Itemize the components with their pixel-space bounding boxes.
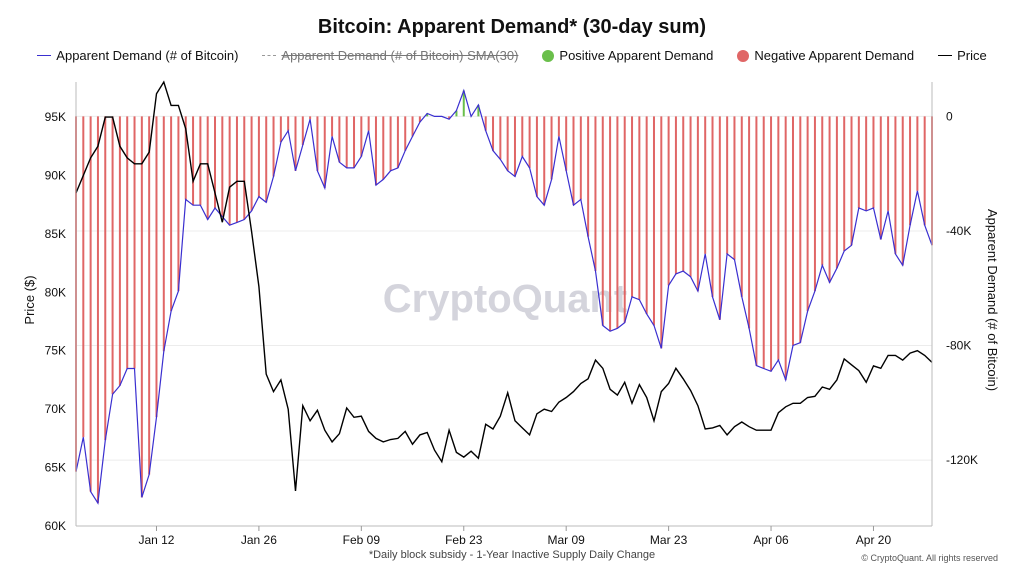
legend-label: Positive Apparent Demand xyxy=(559,48,714,63)
legend-label: Price xyxy=(957,48,987,63)
left-tick-label: 65K xyxy=(45,461,66,475)
legend-dashed-line-icon xyxy=(262,55,277,56)
x-tick-label: Jan 26 xyxy=(241,533,277,547)
copyright-notice: © CryptoQuant. All rights reserved xyxy=(861,553,998,563)
left-tick-label: 85K xyxy=(45,227,66,241)
left-tick-label: 75K xyxy=(45,344,66,358)
x-tick-label: Feb 09 xyxy=(343,533,381,547)
legend-dot-icon xyxy=(737,49,750,62)
left-axis-title: Price ($) xyxy=(22,275,37,324)
right-tick-label: -40K xyxy=(946,224,971,238)
legend-line-icon xyxy=(938,55,953,56)
demand-bars xyxy=(75,90,933,504)
right-tick-label: 0 xyxy=(946,109,953,123)
legend-item-sma[interactable]: Apparent Demand (# of Bitcoin) SMA(30) xyxy=(262,48,518,63)
x-tick-label: Mar 09 xyxy=(548,533,586,547)
left-tick-label: 70K xyxy=(45,402,66,416)
price-series-line xyxy=(75,80,933,491)
legend-item-negative[interactable]: Negative Apparent Demand xyxy=(737,48,914,63)
legend-item-price[interactable]: Price xyxy=(938,48,987,63)
x-tick-label: Apr 20 xyxy=(856,533,892,547)
chart-title: Bitcoin: Apparent Demand* (30-day sum) xyxy=(317,16,707,38)
x-tick-label: Mar 23 xyxy=(650,533,688,547)
legend-line-icon xyxy=(37,55,52,56)
x-tick-label: Jan 12 xyxy=(138,533,174,547)
x-tick-label: Feb 23 xyxy=(445,533,483,547)
legend-dot-icon xyxy=(542,49,555,62)
series-lines xyxy=(75,80,933,505)
right-axis-title: Apparent Demand (# of Bitcoin) xyxy=(985,209,1000,391)
gridlines xyxy=(76,115,932,461)
right-tick-label: -80K xyxy=(946,339,971,353)
left-tick-label: 90K xyxy=(45,168,66,182)
footnote: *Daily block subsidy - 1-Year Inactive S… xyxy=(368,549,656,561)
legend-label: Apparent Demand (# of Bitcoin) xyxy=(56,48,239,63)
chart-legend: Apparent Demand (# of Bitcoin) Apparent … xyxy=(0,48,1024,63)
x-tick-label: Apr 06 xyxy=(753,533,789,547)
watermark: CryptoQuant xyxy=(383,277,627,321)
legend-item-demand[interactable]: Apparent Demand (# of Bitcoin) xyxy=(37,48,238,63)
legend-label: Negative Apparent Demand xyxy=(754,48,915,63)
right-tick-label: -120K xyxy=(946,453,978,467)
left-tick-label: 80K xyxy=(45,285,66,299)
legend-label: Apparent Demand (# of Bitcoin) SMA(30) xyxy=(281,48,519,63)
left-tick-label: 60K xyxy=(45,519,66,533)
left-tick-label: 95K xyxy=(45,110,66,124)
axes: 95K 90K 85K 80K 75K 70K 65K 60K 0 -40K -80K -120K Ja… xyxy=(45,82,978,547)
demand-series-line xyxy=(75,88,933,505)
legend-item-positive[interactable]: Positive Apparent Demand xyxy=(542,48,713,63)
